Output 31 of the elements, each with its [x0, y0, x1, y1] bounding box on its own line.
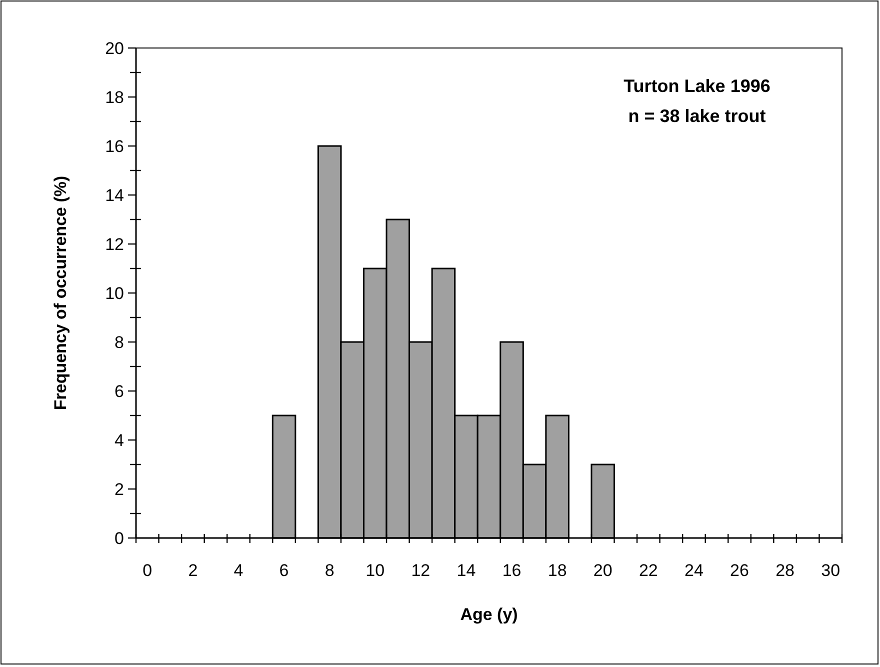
- x-tick-label: 26: [730, 561, 749, 580]
- x-tick-label: 24: [684, 561, 704, 580]
- y-tick-label: 8: [114, 332, 124, 352]
- y-tick-label: 6: [114, 382, 124, 401]
- y-tick-label: 10: [105, 284, 124, 303]
- y-tick-label: 18: [105, 88, 124, 107]
- x-tick-label: 20: [593, 561, 612, 580]
- x-tick-label: 22: [638, 561, 658, 580]
- y-tick-label: 14: [105, 186, 124, 205]
- x-tick-label: 2: [188, 561, 198, 580]
- x-tick-label: 14: [456, 561, 476, 580]
- y-tick-label: 20: [105, 38, 124, 58]
- x-tick-label: 30: [821, 561, 840, 580]
- y-axis-title: Frequency of occurrence (%): [51, 176, 70, 410]
- x-tick-label: 10: [366, 561, 385, 580]
- x-tick-label: 28: [776, 561, 795, 580]
- x-tick-label: 16: [502, 561, 522, 580]
- y-tick-label: 2: [114, 480, 124, 499]
- x-tick-label: 18: [548, 561, 567, 580]
- y-tick-label: 0: [114, 528, 124, 548]
- x-axis-title: Age (y): [460, 605, 518, 624]
- y-tick-label: 4: [114, 430, 124, 450]
- x-tick-label: 8: [324, 561, 334, 580]
- x-tick-label: 4: [234, 561, 244, 580]
- x-tick-label: 0: [142, 561, 152, 580]
- x-tick-label: 6: [279, 561, 289, 580]
- y-tick-label: 12: [105, 234, 124, 254]
- text: n = 38 lake trout: [628, 106, 766, 126]
- text: Turton Lake 1996: [624, 76, 770, 96]
- x-tick-label: 12: [411, 561, 430, 580]
- y-tick-label: 16: [105, 136, 124, 156]
